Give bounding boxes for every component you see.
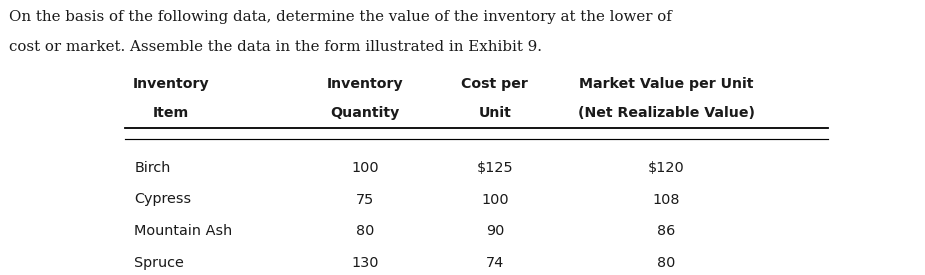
Text: 130: 130 bbox=[352, 256, 379, 270]
Text: 74: 74 bbox=[486, 256, 504, 270]
Text: $125: $125 bbox=[476, 161, 513, 175]
Text: Inventory: Inventory bbox=[327, 77, 403, 91]
Text: Spruce: Spruce bbox=[134, 256, 184, 270]
Text: 90: 90 bbox=[486, 224, 504, 238]
Text: Unit: Unit bbox=[478, 106, 512, 120]
Text: Market Value per Unit: Market Value per Unit bbox=[579, 77, 753, 91]
Text: 80: 80 bbox=[356, 224, 375, 238]
Text: Quantity: Quantity bbox=[331, 106, 400, 120]
Text: Birch: Birch bbox=[134, 161, 170, 175]
Text: Cypress: Cypress bbox=[134, 192, 191, 207]
Text: 100: 100 bbox=[481, 192, 509, 207]
Text: Mountain Ash: Mountain Ash bbox=[134, 224, 232, 238]
Text: (Net Realizable Value): (Net Realizable Value) bbox=[577, 106, 755, 120]
Text: 108: 108 bbox=[652, 192, 680, 207]
Text: 86: 86 bbox=[657, 224, 675, 238]
Text: cost or market. Assemble the data in the form illustrated in Exhibit 9.: cost or market. Assemble the data in the… bbox=[9, 40, 542, 54]
Text: 75: 75 bbox=[356, 192, 375, 207]
Text: On the basis of the following data, determine the value of the inventory at the : On the basis of the following data, dete… bbox=[9, 10, 672, 24]
Text: $120: $120 bbox=[648, 161, 684, 175]
Text: 100: 100 bbox=[352, 161, 379, 175]
Text: Cost per: Cost per bbox=[462, 77, 528, 91]
Text: Item: Item bbox=[153, 106, 190, 120]
Text: Inventory: Inventory bbox=[133, 77, 209, 91]
Text: 80: 80 bbox=[657, 256, 675, 270]
